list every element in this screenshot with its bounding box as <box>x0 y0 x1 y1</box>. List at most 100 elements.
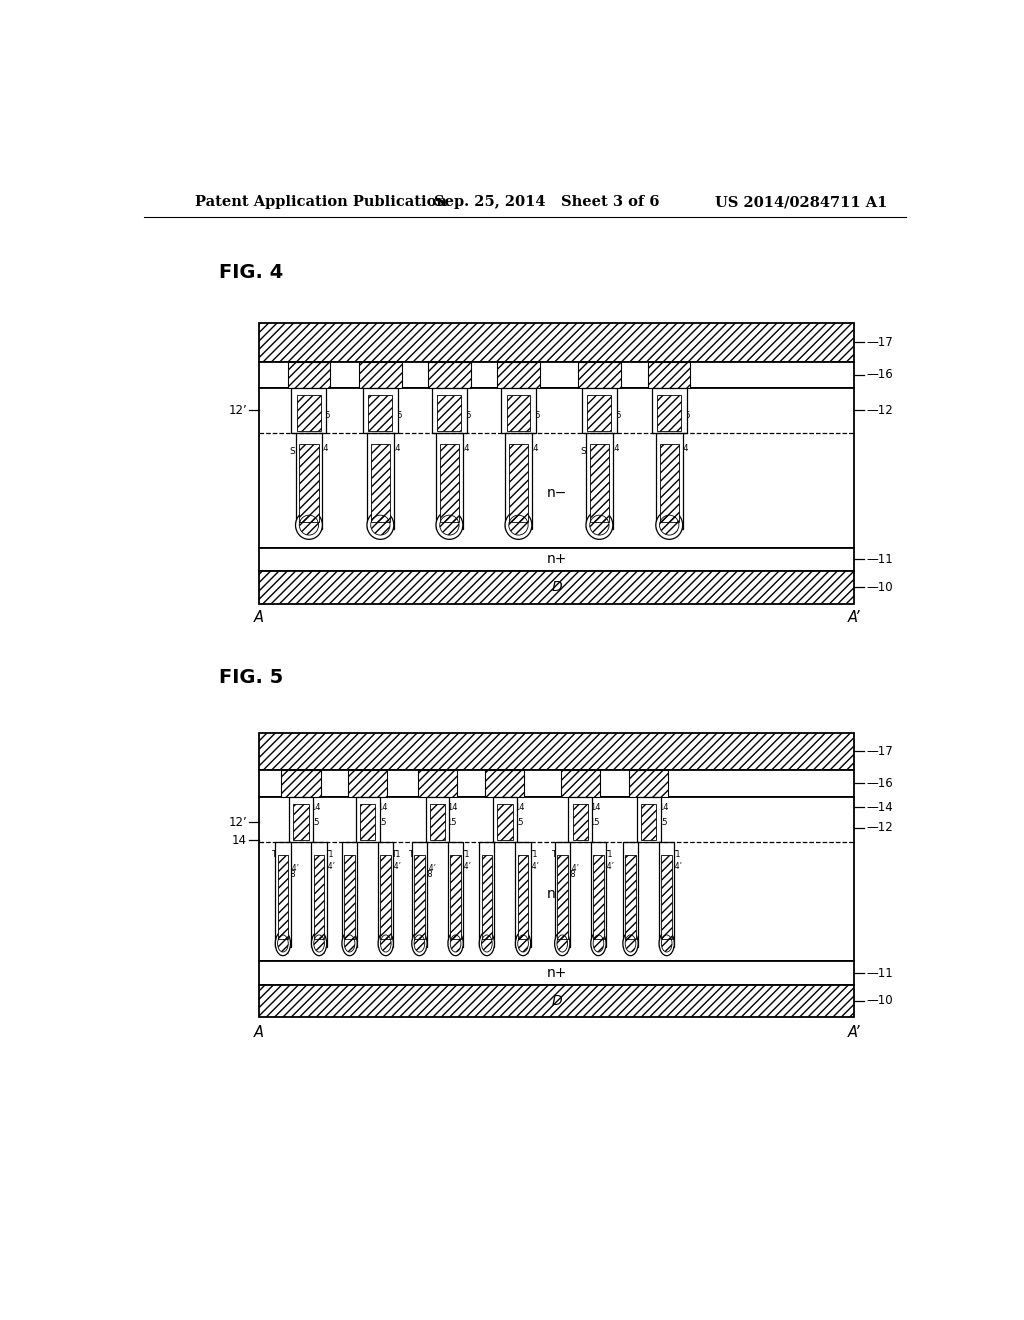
Ellipse shape <box>515 932 530 956</box>
Text: G: G <box>493 814 500 824</box>
Text: n−: n− <box>547 887 566 902</box>
Text: A: A <box>254 1026 264 1040</box>
Text: 15: 15 <box>446 818 457 828</box>
Text: —12: —12 <box>866 404 893 417</box>
Text: —11: —11 <box>866 553 893 566</box>
Text: S: S <box>580 446 586 455</box>
Bar <box>344 855 355 939</box>
Bar <box>593 855 604 939</box>
Ellipse shape <box>479 932 495 956</box>
Bar <box>572 804 588 840</box>
Bar <box>299 445 318 521</box>
Text: S: S <box>418 854 423 863</box>
Text: T2: T2 <box>520 946 530 956</box>
Text: G: G <box>434 407 441 414</box>
Bar <box>426 797 450 842</box>
Text: 14’: 14’ <box>424 865 436 874</box>
Bar <box>479 842 495 948</box>
Text: D: D <box>551 994 562 1008</box>
Ellipse shape <box>275 932 291 956</box>
Ellipse shape <box>296 511 323 540</box>
Text: T1’: T1’ <box>672 457 684 466</box>
Bar <box>293 804 309 840</box>
Ellipse shape <box>586 511 612 540</box>
Bar <box>359 804 376 840</box>
Bar <box>651 388 687 433</box>
Text: 15: 15 <box>681 411 691 420</box>
Text: 14’: 14’ <box>389 862 401 871</box>
Text: S: S <box>560 854 566 863</box>
Ellipse shape <box>378 932 393 956</box>
Ellipse shape <box>367 511 394 540</box>
Text: 14’: 14’ <box>602 862 614 871</box>
Text: 15: 15 <box>321 411 331 420</box>
Text: —10: —10 <box>866 994 893 1007</box>
Text: FIG. 5: FIG. 5 <box>219 668 284 686</box>
Bar <box>509 445 528 521</box>
Text: 14’: 14’ <box>671 862 683 871</box>
Bar <box>637 797 660 842</box>
Bar <box>451 855 461 939</box>
Bar <box>296 433 323 529</box>
Bar <box>657 395 681 430</box>
Text: 14: 14 <box>310 803 322 812</box>
Text: 15: 15 <box>610 411 622 420</box>
Bar <box>579 362 621 388</box>
Bar <box>659 842 675 948</box>
Bar <box>412 842 427 948</box>
Bar <box>278 855 288 939</box>
Text: 14: 14 <box>608 444 620 453</box>
Text: G: G <box>654 407 662 414</box>
Text: 15: 15 <box>309 818 321 828</box>
Text: T1: T1 <box>604 850 613 859</box>
Text: 14: 14 <box>459 444 469 453</box>
Text: T2: T2 <box>281 946 290 956</box>
Bar <box>313 855 325 939</box>
Bar <box>259 961 854 985</box>
Bar <box>259 985 854 1018</box>
Bar <box>582 388 616 433</box>
Bar <box>288 362 330 388</box>
Bar <box>369 395 392 430</box>
Text: T1: T1 <box>552 850 561 859</box>
Bar <box>591 842 606 948</box>
Text: D: D <box>551 581 562 594</box>
Text: G: G <box>294 407 301 414</box>
Bar <box>275 842 291 948</box>
Bar <box>481 855 493 939</box>
Bar <box>447 842 463 948</box>
Text: T1: T1 <box>528 850 539 859</box>
Bar <box>259 388 854 548</box>
Text: T2: T2 <box>665 946 674 956</box>
Text: 15: 15 <box>529 411 541 420</box>
Ellipse shape <box>623 932 638 956</box>
Text: A’: A’ <box>848 610 860 626</box>
Text: —16: —16 <box>866 777 893 789</box>
Bar <box>586 433 612 529</box>
Text: G: G <box>504 407 511 414</box>
Bar <box>505 433 531 529</box>
Bar <box>515 842 530 948</box>
Text: —16: —16 <box>866 368 893 381</box>
Text: —10: —10 <box>866 581 893 594</box>
Text: 14: 14 <box>658 803 669 812</box>
Text: Patent Application Publication: Patent Application Publication <box>196 195 447 209</box>
Bar <box>259 572 854 603</box>
Bar <box>359 362 401 388</box>
Bar <box>557 855 567 939</box>
Text: G: G <box>585 407 592 414</box>
Text: T1: T1 <box>391 850 400 859</box>
Text: T1: T1 <box>272 850 282 859</box>
Bar <box>432 388 467 433</box>
Bar <box>641 804 656 840</box>
Text: n+: n+ <box>349 777 360 787</box>
Ellipse shape <box>655 511 683 540</box>
Bar <box>311 842 327 948</box>
Bar <box>381 855 391 939</box>
Text: 14: 14 <box>514 803 525 812</box>
Bar <box>378 842 393 948</box>
Ellipse shape <box>447 932 463 956</box>
Text: 14’: 14’ <box>527 862 539 871</box>
Bar <box>555 842 570 948</box>
Text: 12’: 12’ <box>228 816 247 829</box>
